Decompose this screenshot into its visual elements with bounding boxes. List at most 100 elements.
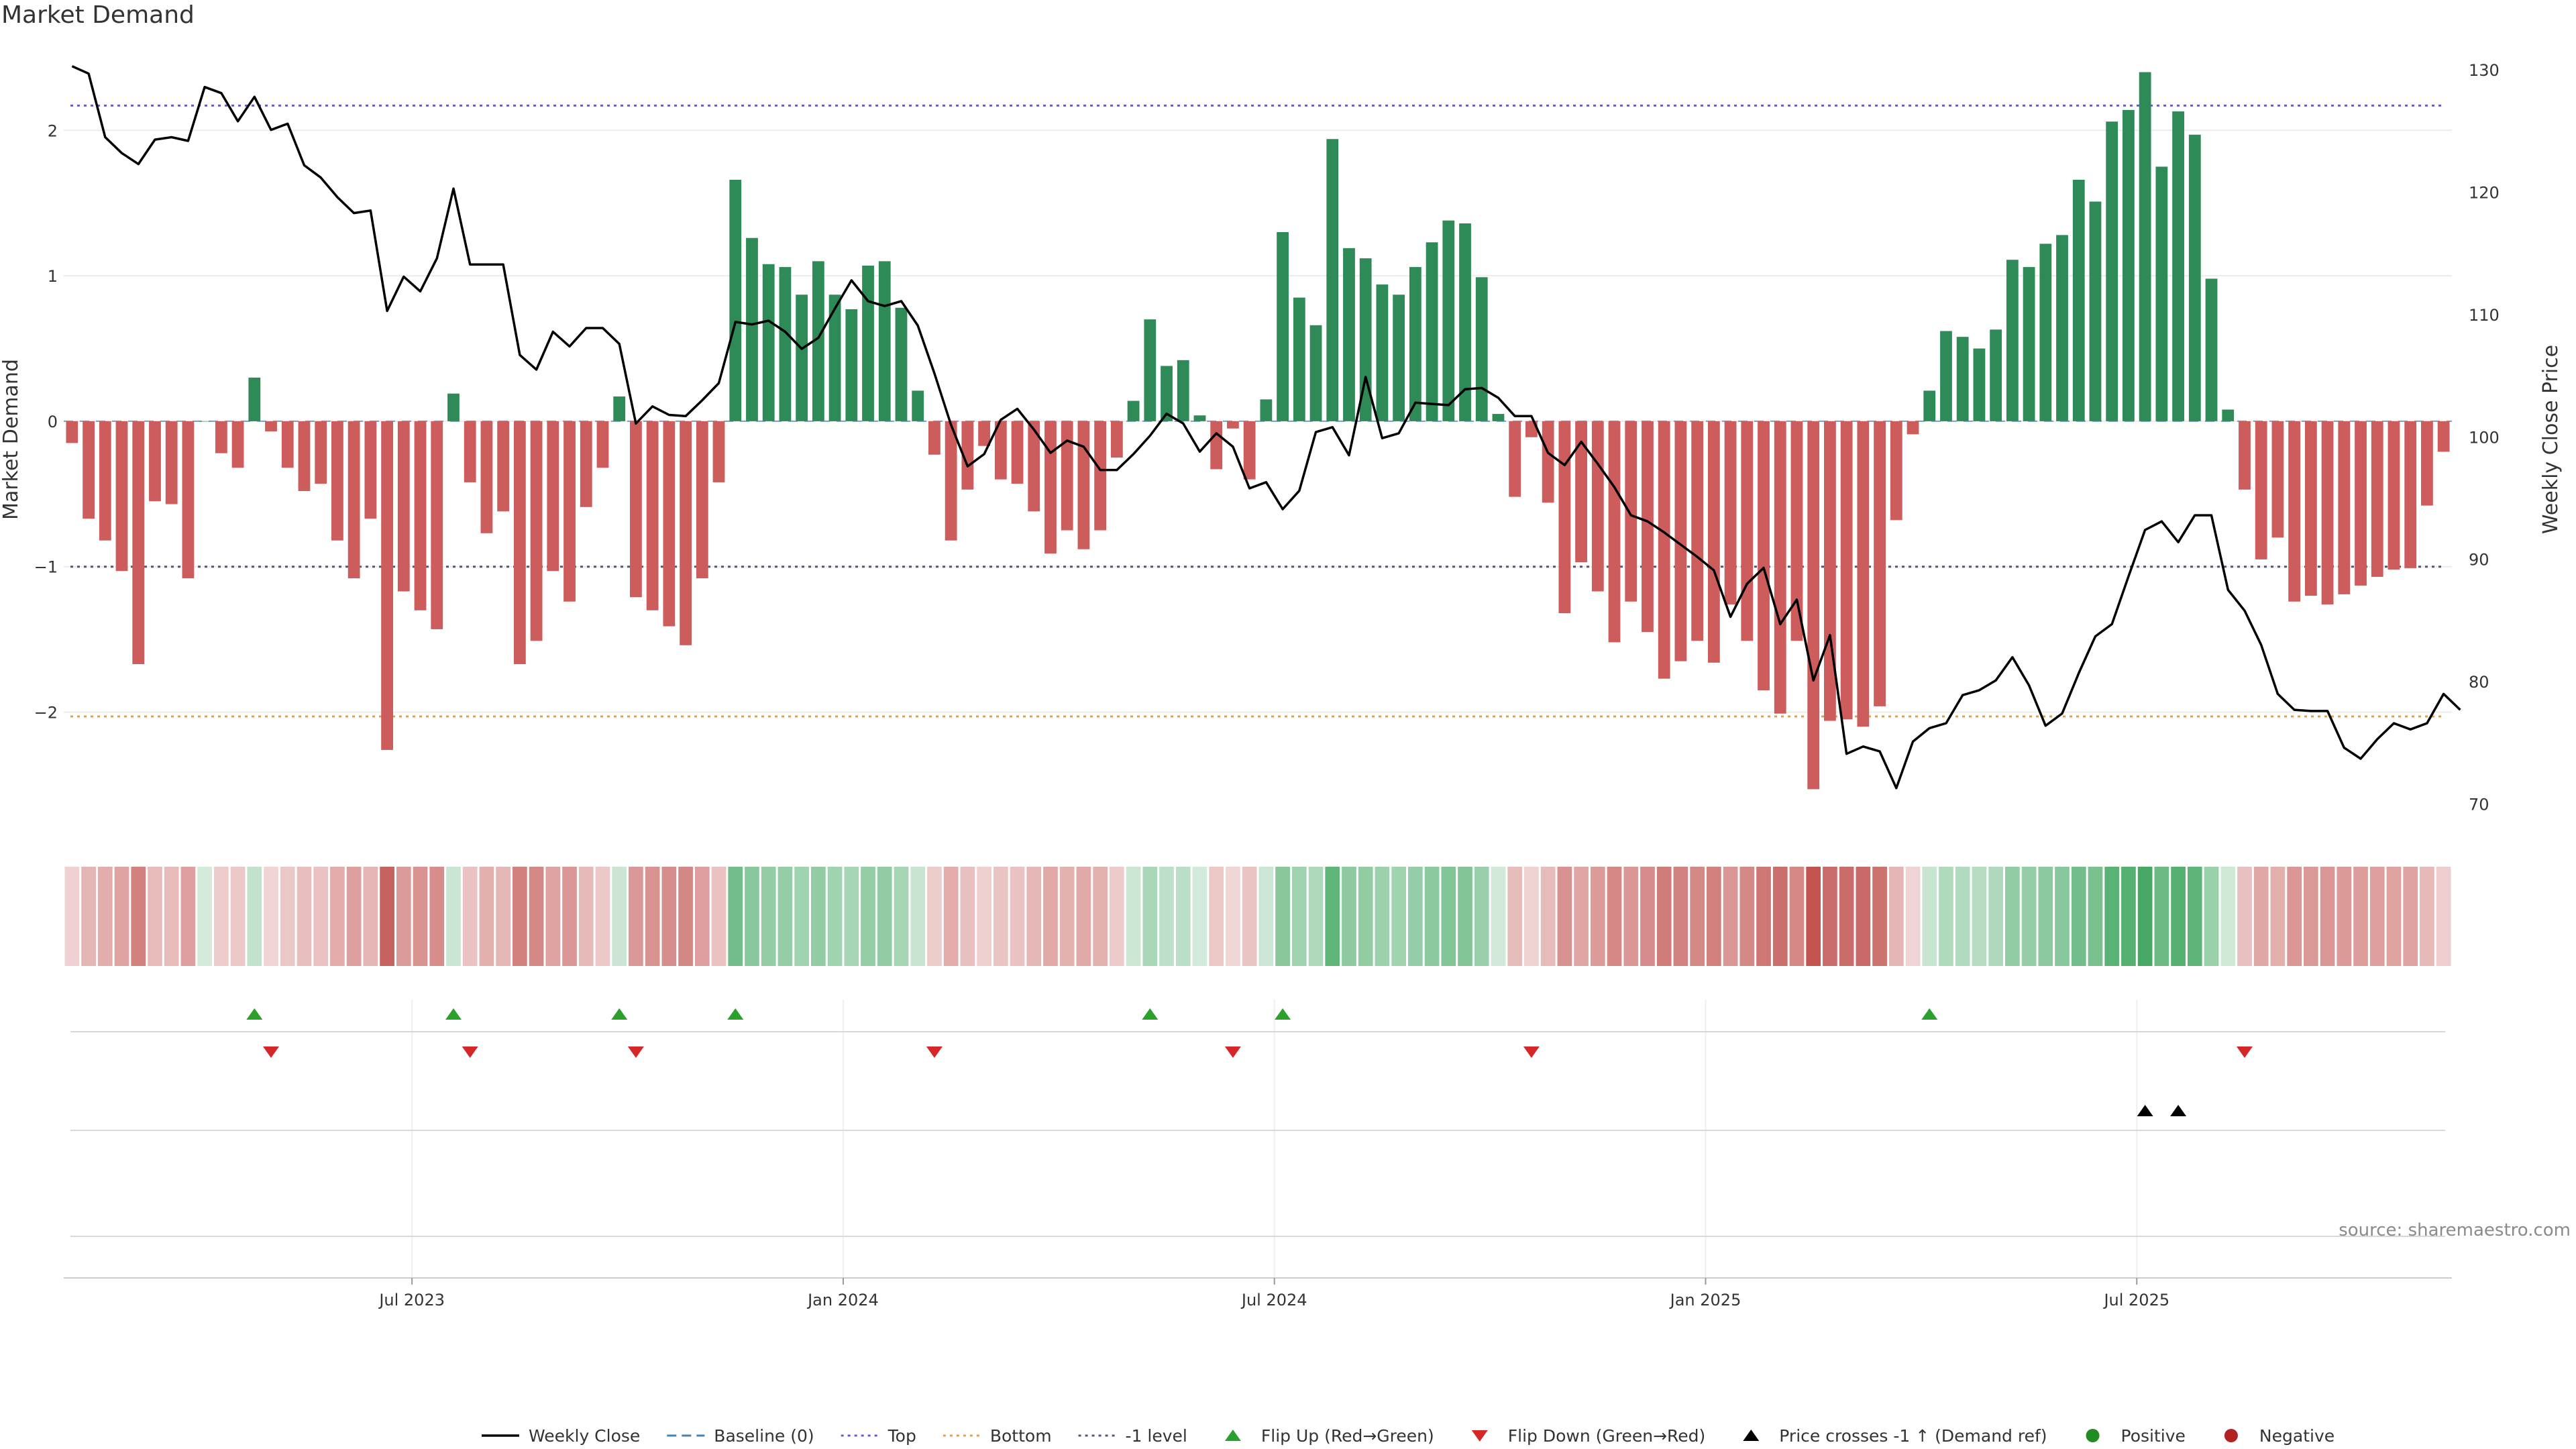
demand-bar xyxy=(547,421,559,572)
heat-cell xyxy=(1888,867,1904,966)
heat-cell xyxy=(64,867,80,966)
flip-up-marker xyxy=(727,1008,744,1020)
demand-bar xyxy=(2304,421,2317,596)
demand-bar xyxy=(414,421,427,610)
heat-cell xyxy=(1325,867,1340,966)
heat-cell xyxy=(529,867,544,966)
legend-item: -1 level xyxy=(1078,1426,1187,1446)
heat-cell xyxy=(1806,867,1821,966)
weekly-close-line xyxy=(71,65,2461,790)
heat-cell xyxy=(280,867,295,966)
demand-bar xyxy=(1260,399,1273,421)
demand-bar xyxy=(845,309,858,421)
legend-item: Flip Down (Green→Red) xyxy=(1471,1426,1705,1446)
demand-bar xyxy=(2188,134,2201,421)
left-axis: 2 1 0 −1 −2 Market Demand xyxy=(0,121,58,722)
demand-bar xyxy=(1642,421,1654,633)
demand-bar xyxy=(1161,366,1173,421)
demand-bar xyxy=(1409,267,1421,421)
demand-bar xyxy=(1774,421,1786,714)
demand-bar xyxy=(1044,421,1057,554)
heat-cell xyxy=(2287,867,2302,966)
y-right-tick-label: 110 xyxy=(2469,306,2500,325)
heat-cell xyxy=(2436,867,2451,966)
demand-bar xyxy=(1144,319,1157,421)
heat-cell xyxy=(429,867,445,966)
x-tick-label: Jul 2024 xyxy=(1240,1291,1307,1309)
demand-bar xyxy=(828,294,841,421)
heat-cell xyxy=(1491,867,1506,966)
demand-bar xyxy=(2239,421,2251,490)
y-left-tick-label: −1 xyxy=(34,558,58,577)
demand-bar xyxy=(696,421,708,579)
heat-cell xyxy=(2121,867,2136,966)
demand-bar xyxy=(796,294,808,421)
heat-cell xyxy=(910,867,926,966)
heat-cell xyxy=(1275,867,1290,966)
heat-cell xyxy=(2005,867,2020,966)
flip-down-marker xyxy=(1523,1046,1540,1058)
heat-cell xyxy=(612,867,627,966)
demand-bar xyxy=(912,390,924,421)
heat-cell xyxy=(1922,867,1937,966)
demand-bar xyxy=(1807,421,1820,790)
heat-cell xyxy=(2187,867,2202,966)
heat-cell xyxy=(2071,867,2086,966)
heat-cell xyxy=(2237,867,2252,966)
heat-cell xyxy=(164,867,179,966)
demand-bar xyxy=(2023,267,2035,421)
demand-bar xyxy=(1591,421,1604,592)
heat-cell xyxy=(1441,867,1456,966)
heat-cell xyxy=(1458,867,1472,966)
demand-bar xyxy=(115,421,128,572)
demand-bar xyxy=(1857,421,1870,727)
demand-bar xyxy=(480,421,493,533)
heat-cell xyxy=(1839,867,1854,966)
demand-bar xyxy=(1442,220,1455,421)
demand-bar xyxy=(2421,421,2433,506)
legend-label: -1 level xyxy=(1126,1426,1187,1446)
legend-item: Baseline (0) xyxy=(667,1426,814,1446)
demand-bar xyxy=(1293,297,1305,421)
demand-bar xyxy=(1509,421,1521,497)
demand-bar xyxy=(945,421,957,541)
demand-bar xyxy=(2172,111,2184,421)
demand-bar xyxy=(2387,421,2400,570)
heat-cell xyxy=(711,867,727,966)
demand-bar xyxy=(895,307,908,421)
demand-bar xyxy=(2271,421,2284,538)
y-right-tick-label: 130 xyxy=(2469,61,2500,80)
demand-bar xyxy=(978,421,990,446)
heat-cell xyxy=(562,867,577,966)
y-left-tick-label: 2 xyxy=(48,121,58,140)
heat-cell xyxy=(977,867,991,966)
heat-cell xyxy=(513,867,527,966)
demand-bar xyxy=(1608,421,1621,643)
heat-cell xyxy=(247,867,262,966)
heat-cell xyxy=(2420,867,2434,966)
demand-bar xyxy=(1492,414,1505,421)
demand-bar xyxy=(2321,421,2334,605)
legend: Weekly Close Baseline (0) Top Bottom -1 leve… xyxy=(482,1426,2334,1446)
heat-cell xyxy=(578,867,594,966)
demand-bar xyxy=(680,421,692,645)
demand-bar xyxy=(928,421,941,455)
heat-cell xyxy=(1474,867,1489,966)
heat-cell xyxy=(1226,867,1240,966)
demand-bar xyxy=(1658,421,1670,679)
demand-bar xyxy=(2288,421,2301,602)
flip-down-marker xyxy=(1224,1046,1241,1058)
heat-cell xyxy=(1209,867,1224,966)
heat-cell xyxy=(1656,867,1672,966)
demand-bar xyxy=(1011,421,1024,484)
source-note: source: sharemaestro.com xyxy=(2339,1220,2571,1240)
heat-cell xyxy=(363,867,378,966)
demand-bar xyxy=(1707,421,1720,663)
heat-cell xyxy=(1026,867,1042,966)
heat-cell xyxy=(230,867,246,966)
demand-bar xyxy=(431,421,443,629)
demand-bar xyxy=(1824,421,1836,721)
demand-bar xyxy=(199,421,211,422)
demand-heat-strip xyxy=(64,867,2451,966)
demand-bar xyxy=(1343,248,1355,421)
